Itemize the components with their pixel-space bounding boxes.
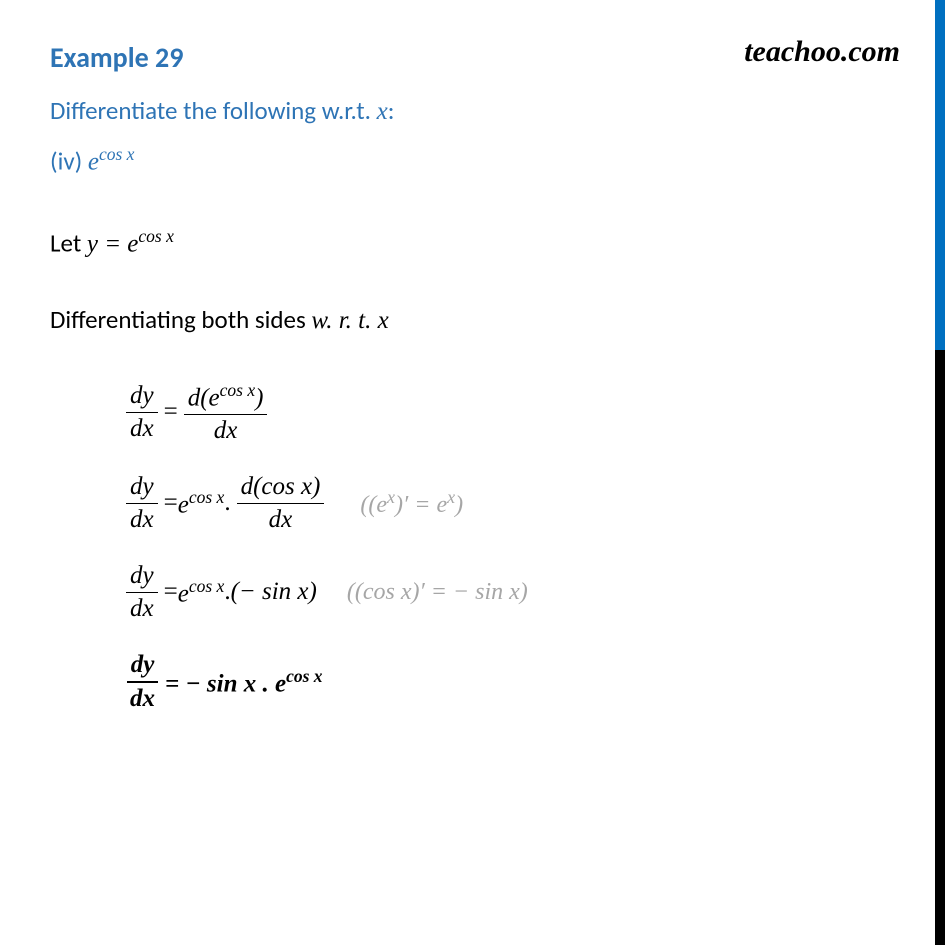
dcosx-num: d(cos x) <box>237 473 325 504</box>
cosx-2: cos x <box>189 487 224 507</box>
step-4: dy dx = − sin x . ecos x <box>120 651 895 713</box>
question-stem: Differentiate the following w.r.t. <box>50 95 377 126</box>
cosx-3: cos x <box>189 576 224 596</box>
part-expr-e: e <box>88 148 99 175</box>
dx-3: dx <box>126 593 158 623</box>
note-1: ((ex)′ = ex) <box>360 487 463 519</box>
dydx-1: dy dx <box>126 382 158 443</box>
eq-3: = <box>164 578 178 606</box>
note1-c: )′ = e <box>395 492 447 518</box>
dx-2: dx <box>126 504 158 534</box>
dy-4: dy <box>127 651 159 683</box>
black-stripe <box>935 350 945 945</box>
ecosx-3: ecos x <box>178 576 225 608</box>
step-1-eq: dy dx = d(ecos x) dx <box>120 380 273 445</box>
dy-3: dy <box>126 562 158 593</box>
let-line: Let y = ecos x <box>50 226 895 258</box>
dydx-4: dy dx <box>126 651 159 713</box>
dydx-2: dy dx <box>126 473 158 534</box>
question-colon: : <box>388 95 395 126</box>
dydx-3: dy dx <box>126 562 158 623</box>
note1-d: x <box>447 487 455 507</box>
question-part: (iv) ecos x <box>50 144 895 176</box>
step-2: dy dx = ecos x . d(cos x) dx ((ex)′ = ex… <box>120 473 895 534</box>
dcosx-frac: d(cos x) dx <box>237 473 325 534</box>
step-2-eq: dy dx = ecos x . d(cos x) dx <box>120 473 330 534</box>
dy-2: dy <box>126 473 158 504</box>
step-3-eq: dy dx = ecos x . (− sin x) <box>120 562 317 623</box>
rhs-1: d(ecos x) dx <box>184 380 268 445</box>
eq-1: = <box>164 398 178 426</box>
content-area: Example 29 Differentiate the following w… <box>0 0 945 781</box>
minus-sin: (− sin x) <box>231 578 317 606</box>
wrt: w. r. t. x <box>311 307 388 334</box>
note1-e: ) <box>455 492 463 518</box>
question-var: x <box>377 98 388 125</box>
rhs-1-dclose: ) <box>255 384 263 411</box>
dy-1: dy <box>126 382 158 413</box>
dx-4: dx <box>126 683 159 713</box>
rhs-1-num: d(ecos x) <box>184 380 268 415</box>
let-cosx: cos x <box>138 226 173 246</box>
let-y: y = e <box>87 231 139 258</box>
blue-stripe <box>935 0 945 350</box>
final-text: = − sin x . e <box>165 670 286 697</box>
step-4-eq: dy dx = − sin x . ecos x <box>120 651 323 713</box>
dot-2: . <box>224 489 230 517</box>
rhs-1-dopen: d(e <box>188 384 220 411</box>
e-3: e <box>178 581 189 608</box>
part-expr-sup: cos x <box>99 144 134 164</box>
watermark: teachoo.com <box>744 35 900 69</box>
dcosx-den: dx <box>265 504 297 534</box>
dx-1: dx <box>126 413 158 443</box>
question-text: Differentiate the following w.r.t. x: <box>50 95 895 126</box>
diff-line: Differentiating both sides w. r. t. x <box>50 304 895 335</box>
note1-b: x <box>387 487 395 507</box>
rhs-1-den: dx <box>210 415 242 445</box>
note1-a: ((e <box>360 492 387 518</box>
diff-text: Differentiating both sides <box>50 304 311 335</box>
eq-2: = <box>164 489 178 517</box>
final-rhs: = − sin x . ecos x <box>165 666 323 698</box>
let-text: Let <box>50 228 87 259</box>
step-1: dy dx = d(ecos x) dx <box>120 380 895 445</box>
e-2: e <box>178 492 189 519</box>
step-3: dy dx = ecos x . (− sin x) ((cos x)′ = −… <box>120 562 895 623</box>
note-2: ((cos x)′ = − sin x) <box>347 579 528 606</box>
final-cosx: cos x <box>286 666 322 686</box>
rhs-1-sup: cos x <box>220 380 255 400</box>
ecosx-2: ecos x <box>178 487 225 519</box>
part-label: (iv) <box>50 145 88 176</box>
